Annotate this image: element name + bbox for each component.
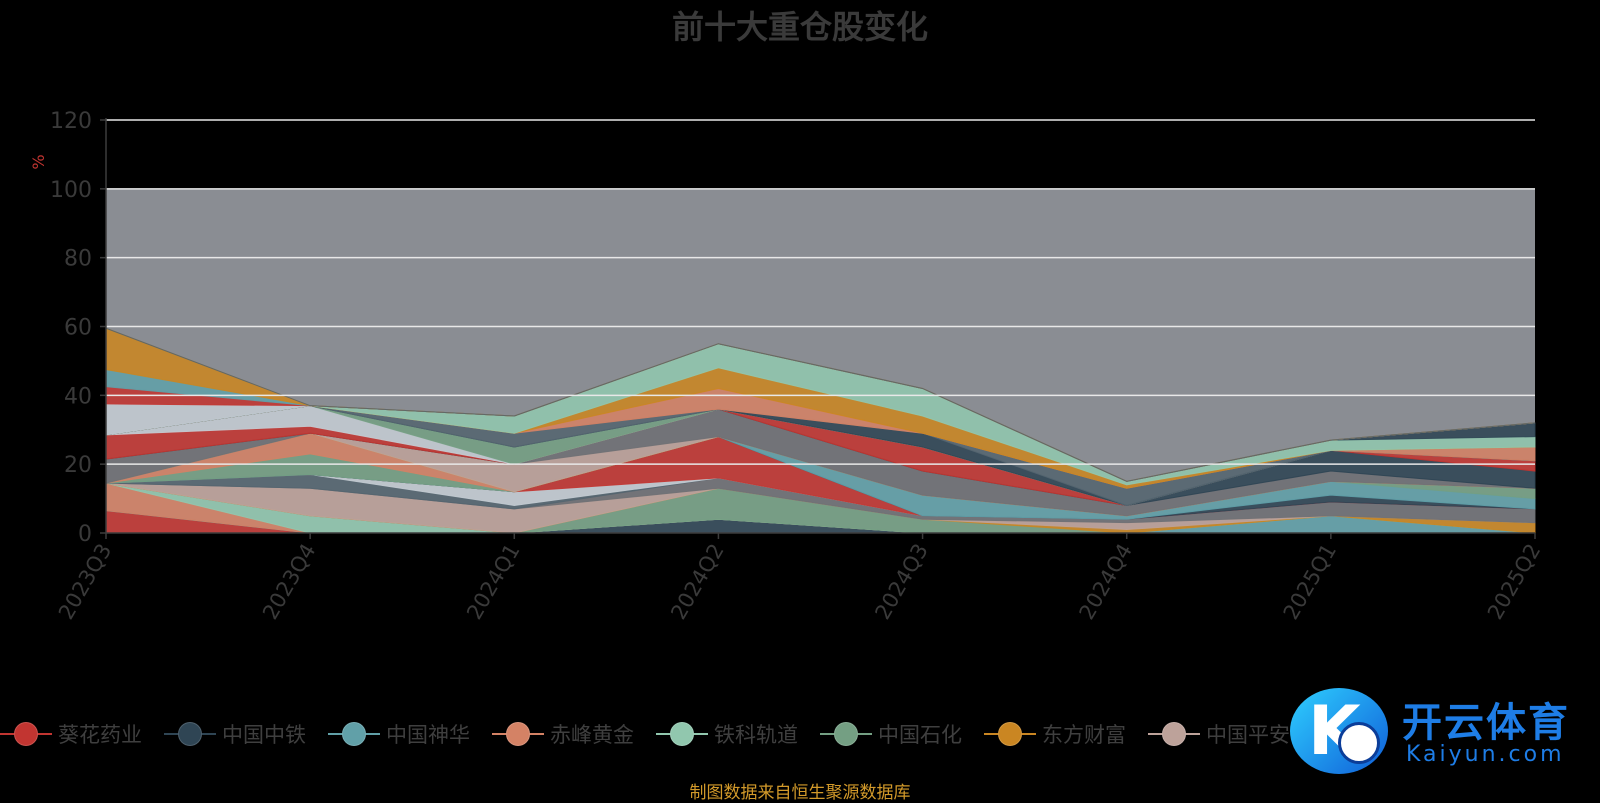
logo-subtext: Kaiyun.com <box>1406 742 1565 767</box>
x-tick-label: 2024Q4 <box>1075 540 1137 624</box>
legend-dot <box>506 722 530 746</box>
area-chart: 0 20 40 60 80 100 120% 2023Q3 2023Q4 2024Q1 2024Q2… <box>29 109 1545 624</box>
legend-label: 中国中铁 <box>222 723 306 747</box>
legend-marker-icon <box>820 721 872 747</box>
legend-item[interactable]: 东方财富 <box>984 719 1126 749</box>
legend-label: 铁科轨道 <box>714 723 798 747</box>
source-note: 制图数据来自恒生聚源数据库 <box>689 783 911 803</box>
legend-label: 赤峰黄金 <box>550 723 634 747</box>
legend-marker-icon <box>492 721 544 747</box>
legend-label: 中国神华 <box>386 723 470 747</box>
y-tick-label: 100 <box>50 178 92 203</box>
legend-marker-icon <box>164 721 216 747</box>
legend-marker-icon <box>0 721 52 747</box>
legend-marker-icon <box>656 721 708 747</box>
legend-marker-icon <box>328 721 380 747</box>
legend-item[interactable]: 铁科轨道 <box>656 719 798 749</box>
legend-dot <box>14 722 38 746</box>
x-tick-label: 2024Q2 <box>666 540 728 624</box>
x-tick-label: 2023Q4 <box>258 540 320 624</box>
logo-text: 开云体育 <box>1402 700 1570 746</box>
chart-title: 前十大重仓股变化 <box>671 8 928 46</box>
x-tick-label: 2023Q3 <box>54 540 116 624</box>
legend-marker-icon <box>984 721 1036 747</box>
y-tick-label: 40 <box>64 384 92 409</box>
legend-label: 中国石化 <box>878 723 962 747</box>
y-tick-label: 20 <box>64 453 92 478</box>
legend-dot <box>670 722 694 746</box>
legend-dot <box>342 722 366 746</box>
legend-item[interactable]: 中国石化 <box>820 719 962 749</box>
legend-dot <box>834 722 858 746</box>
watermark-logo: K 开云体育 Kaiyun.com <box>1290 688 1590 780</box>
legend-item[interactable]: 赤峰黄金 <box>492 719 634 749</box>
area-series-33 <box>105 327 1536 482</box>
legend-dot <box>178 722 202 746</box>
x-tick-label: 2024Q1 <box>462 540 524 624</box>
legend-label: 葵花药业 <box>58 723 142 747</box>
legend-item[interactable]: 中国平安 <box>1148 719 1290 749</box>
legend-label: 东方财富 <box>1042 723 1126 747</box>
legend-dot <box>998 722 1022 746</box>
legend-item[interactable]: 中国神华 <box>328 719 470 749</box>
x-tick-label: 2025Q1 <box>1279 540 1341 624</box>
x-tick-label: 2025Q2 <box>1483 540 1545 624</box>
legend-marker-icon <box>1148 721 1200 747</box>
y-tick-label: 120 <box>50 109 92 134</box>
y-axis-unit-label: % <box>29 154 48 169</box>
y-tick-label: 0 <box>78 522 92 547</box>
legend-item[interactable]: 葵花药业 <box>0 719 142 749</box>
x-tick-label: 2024Q3 <box>870 540 932 624</box>
legend-dot <box>1162 722 1186 746</box>
legend-label: 中国平安 <box>1206 723 1290 747</box>
legend-item[interactable]: 中国中铁 <box>164 719 306 749</box>
soccer-ball-icon <box>1338 722 1380 764</box>
y-tick-label: 80 <box>64 247 92 272</box>
y-tick-label: 60 <box>64 316 92 341</box>
